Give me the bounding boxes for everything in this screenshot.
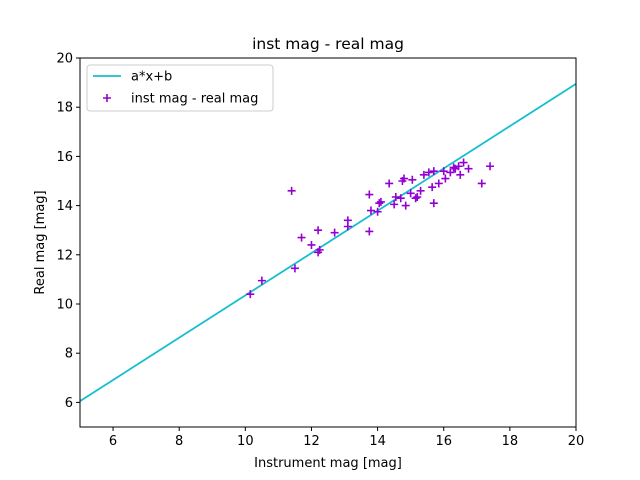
x-axis-label: Instrument mag [mag] xyxy=(254,456,402,471)
x-tick-label: 18 xyxy=(502,434,519,449)
data-point xyxy=(456,170,465,179)
data-point xyxy=(449,163,458,172)
data-point xyxy=(419,170,428,179)
y-tick-label: 20 xyxy=(56,52,73,67)
chart-title: inst mag - real mag xyxy=(252,35,404,53)
x-tick-label: 14 xyxy=(369,434,386,449)
data-point xyxy=(429,199,438,208)
data-point xyxy=(434,179,443,188)
data-point xyxy=(400,174,409,183)
x-tick-label: 12 xyxy=(303,434,320,449)
data-point xyxy=(373,207,382,216)
x-tick-label: 20 xyxy=(568,434,585,449)
data-point xyxy=(439,167,448,176)
data-point xyxy=(365,227,374,236)
data-point xyxy=(401,201,410,210)
data-point xyxy=(424,168,433,177)
legend-label: a*x+b xyxy=(131,70,172,85)
data-point xyxy=(315,245,324,254)
data-point xyxy=(287,186,296,195)
data-point xyxy=(246,290,255,299)
data-point xyxy=(376,197,385,206)
data-point xyxy=(446,168,455,177)
data-point xyxy=(459,158,468,167)
data-point xyxy=(343,222,352,231)
data-point xyxy=(307,240,316,249)
data-point xyxy=(290,264,299,273)
data-point xyxy=(428,183,437,192)
y-tick-label: 14 xyxy=(56,199,73,214)
data-point xyxy=(391,192,400,201)
data-point xyxy=(408,175,417,184)
data-point xyxy=(486,162,495,171)
data-point xyxy=(477,179,486,188)
data-point xyxy=(454,162,463,171)
data-point xyxy=(366,206,375,215)
x-tick-label: 10 xyxy=(237,434,254,449)
plot-frame xyxy=(79,57,577,428)
x-tick-label: 16 xyxy=(435,434,452,449)
legend-marker-swatch xyxy=(103,94,111,102)
y-tick-label: 16 xyxy=(56,150,73,165)
data-point xyxy=(429,167,438,176)
y-tick-label: 12 xyxy=(56,248,73,263)
x-tick-label: 8 xyxy=(175,434,183,449)
data-point xyxy=(297,233,306,242)
y-tick-label: 10 xyxy=(56,298,73,313)
legend-box xyxy=(86,64,274,112)
data-point xyxy=(330,228,339,237)
y-axis-label: Real mag [mag] xyxy=(33,190,48,294)
data-point xyxy=(411,194,420,203)
data-point xyxy=(257,276,266,285)
data-point xyxy=(375,199,384,208)
data-point xyxy=(413,192,422,201)
y-tick-label: 18 xyxy=(56,101,73,116)
data-point xyxy=(441,174,450,183)
data-point xyxy=(390,200,399,209)
data-point xyxy=(406,189,415,198)
x-tick-label: 6 xyxy=(109,434,117,449)
y-tick-label: 8 xyxy=(65,347,73,362)
data-point xyxy=(416,186,425,195)
fit-line xyxy=(79,83,577,402)
y-tick-label: 6 xyxy=(65,396,73,411)
legend: a*x+b inst mag - real mag xyxy=(86,64,274,112)
data-point xyxy=(314,226,323,235)
data-point xyxy=(464,164,473,173)
data-point xyxy=(385,179,394,188)
data-point xyxy=(365,190,374,199)
legend-label: inst mag - real mag xyxy=(131,92,258,107)
data-point xyxy=(396,194,405,203)
